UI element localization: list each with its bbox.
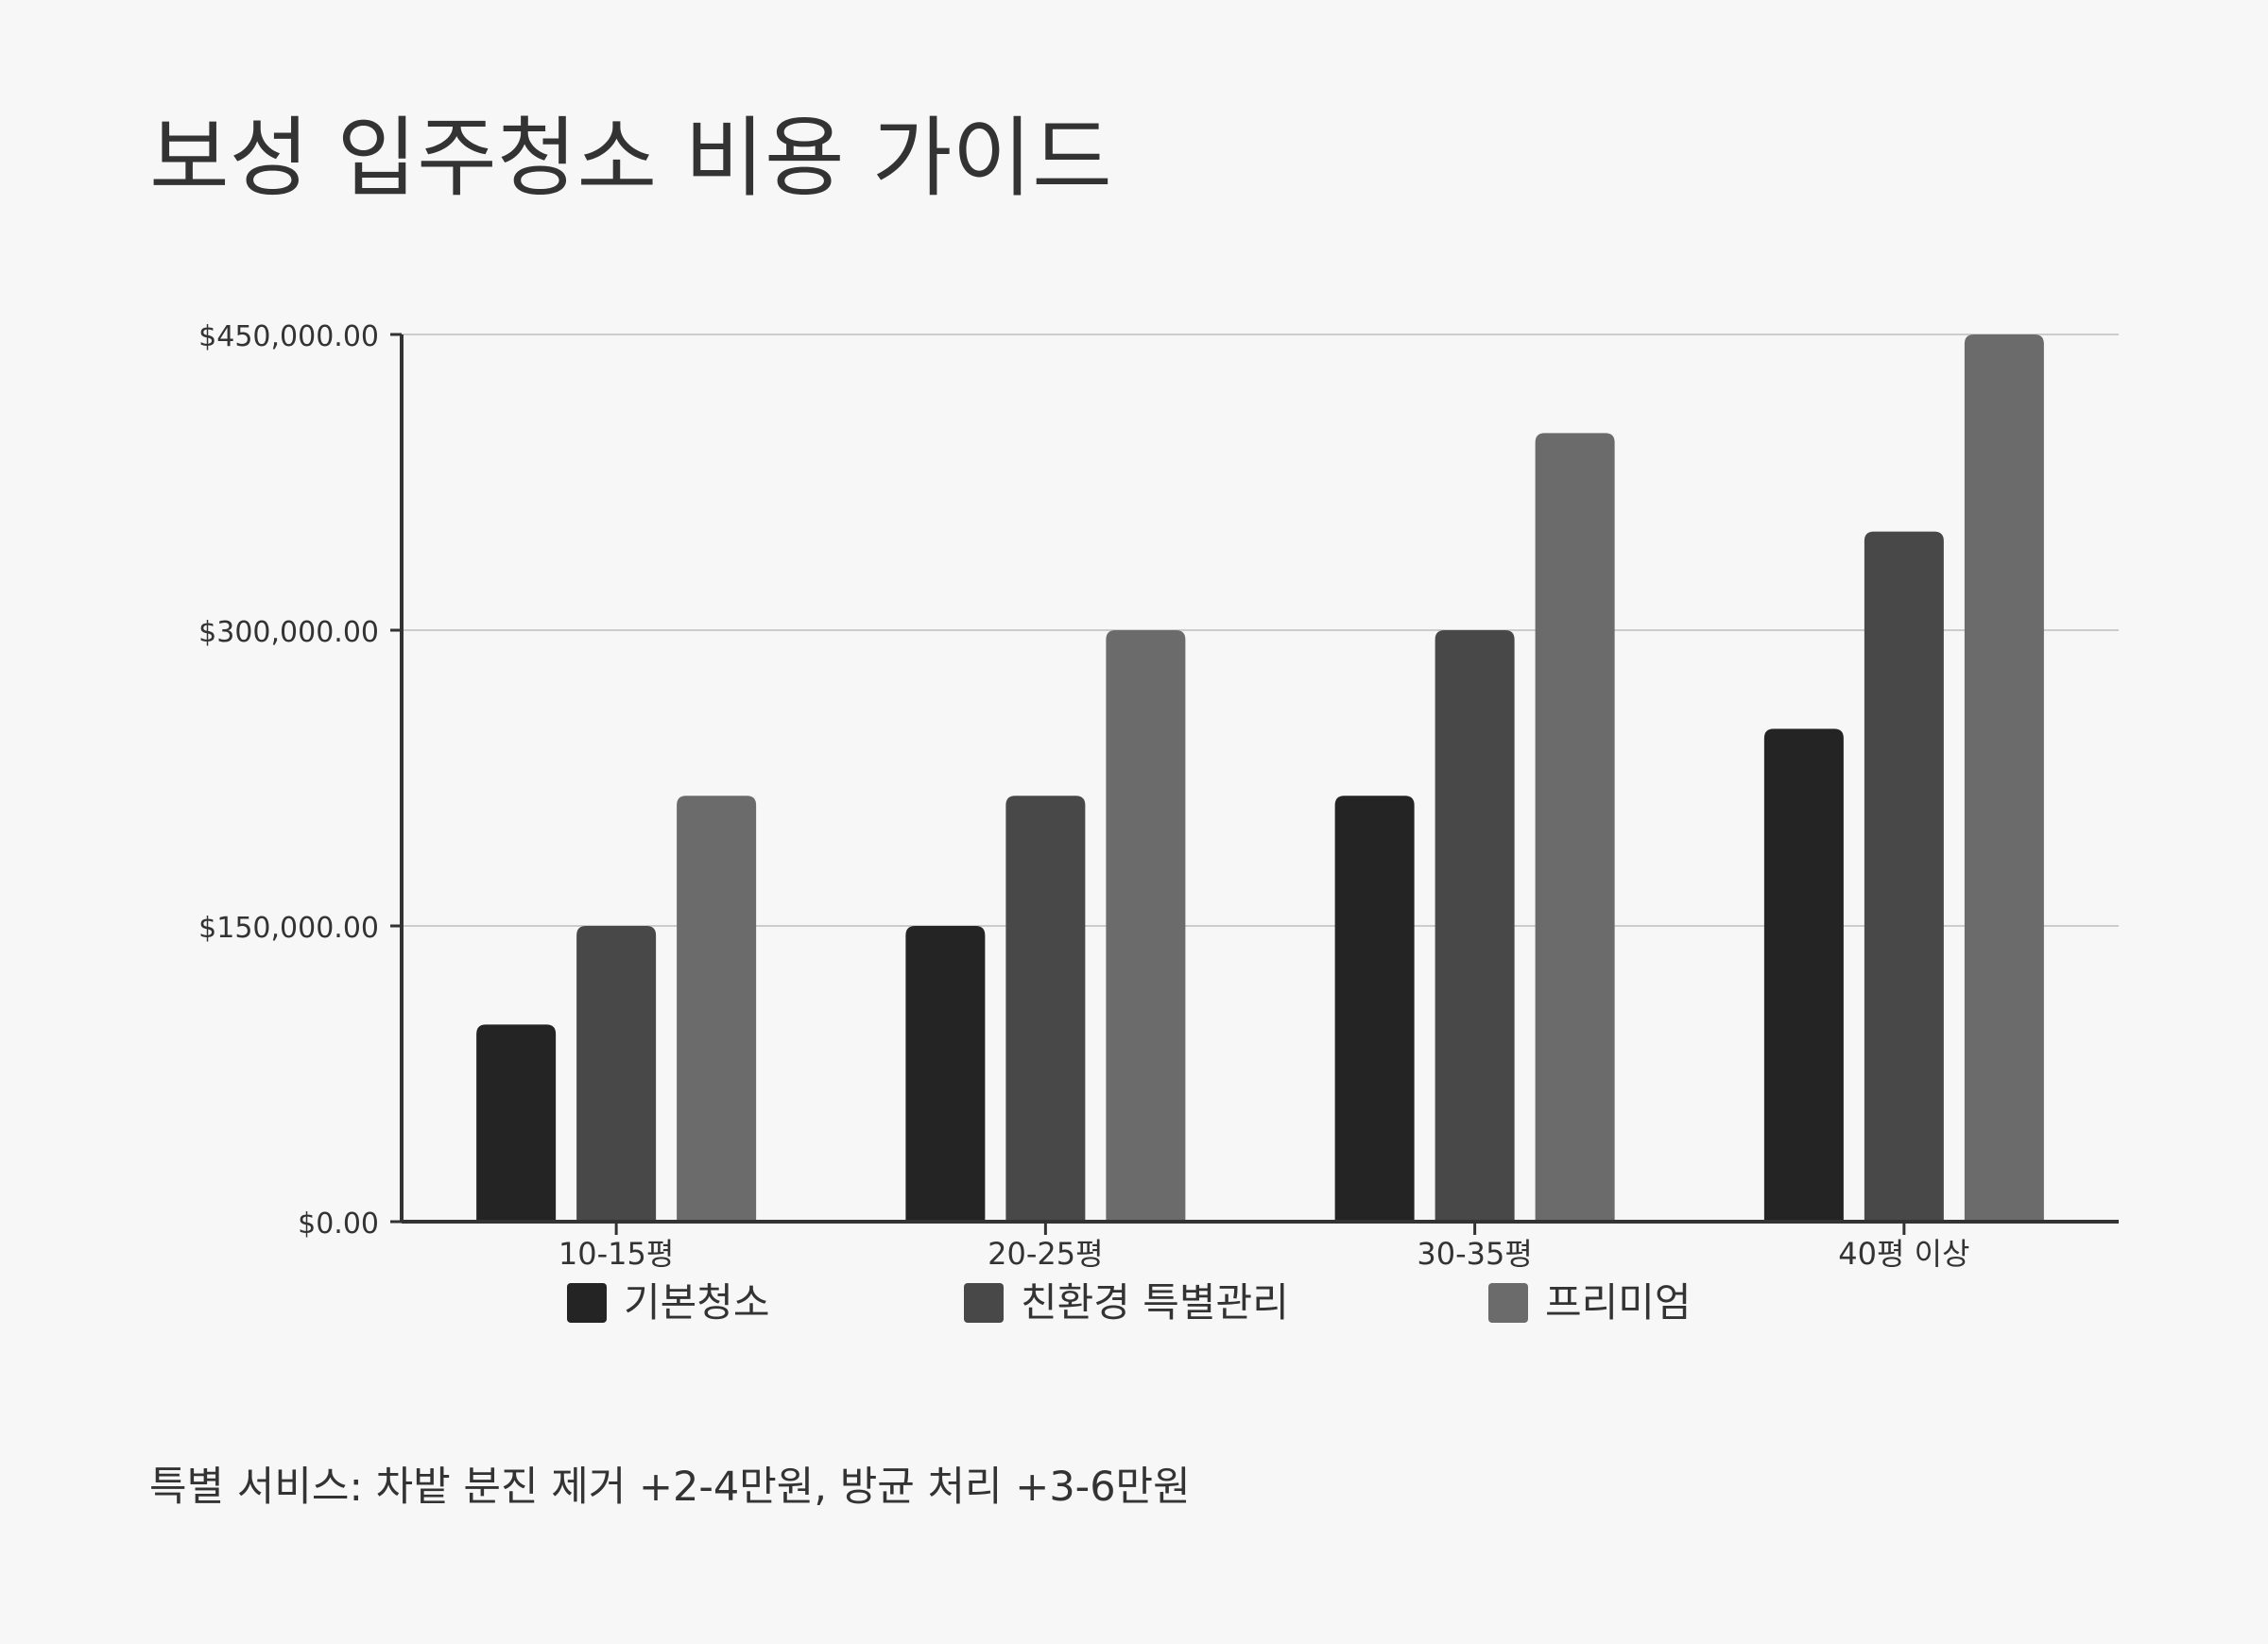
y-axis-ticks: $0.00 $150,000.00 $300,000.00 $450,000.00 <box>198 320 402 1241</box>
legend-item: 친환경 특별관리 <box>964 1279 1289 1326</box>
bar <box>476 1024 557 1222</box>
axes <box>400 334 2119 1224</box>
y-tick-label: $450,000.00 <box>198 320 379 353</box>
bar <box>1864 531 1944 1222</box>
legend-swatch <box>964 1283 1004 1323</box>
legend-label: 프리미엄 <box>1545 1279 1692 1326</box>
bar <box>1106 630 1186 1222</box>
page-title: 보성 입주청소 비용 가이드 <box>149 108 1112 209</box>
legend: 기본청소 친환경 특별관리 프리미엄 <box>567 1279 1692 1326</box>
legend-item: 프리미엄 <box>1488 1279 1692 1326</box>
bar <box>1435 630 1515 1222</box>
legend-label: 친환경 특별관리 <box>1021 1279 1289 1326</box>
legend-label: 기본청소 <box>624 1279 770 1326</box>
special-service-note: 특별 서비스: 차밭 분진 제거 +2-4만원, 방균 처리 +3-6만원 <box>149 1464 1191 1511</box>
x-tick-label: 40평 이상 <box>1838 1236 1969 1272</box>
y-tick-label: $150,000.00 <box>198 912 379 945</box>
gridlines <box>402 334 2119 927</box>
x-tick-label: 10-15평 <box>558 1236 674 1272</box>
x-tick-label: 30-35평 <box>1417 1236 1532 1272</box>
y-tick-label: $300,000.00 <box>198 616 379 649</box>
bar <box>576 926 657 1222</box>
bar <box>1535 433 1615 1222</box>
legend-swatch <box>1488 1283 1528 1323</box>
bar <box>677 796 757 1222</box>
legend-swatch <box>567 1283 607 1323</box>
bar <box>1334 796 1415 1222</box>
bar <box>905 926 986 1222</box>
bar <box>1763 728 1844 1222</box>
bar <box>1005 796 1086 1222</box>
bars <box>476 334 2044 1222</box>
bar <box>1964 334 2044 1222</box>
legend-item: 기본청소 <box>567 1279 770 1326</box>
x-axis-ticks: 10-15평 20-25평 30-35평 40평 이상 <box>558 1222 1969 1272</box>
x-tick-label: 20-25평 <box>988 1236 1103 1272</box>
y-tick-label: $0.00 <box>298 1207 379 1241</box>
